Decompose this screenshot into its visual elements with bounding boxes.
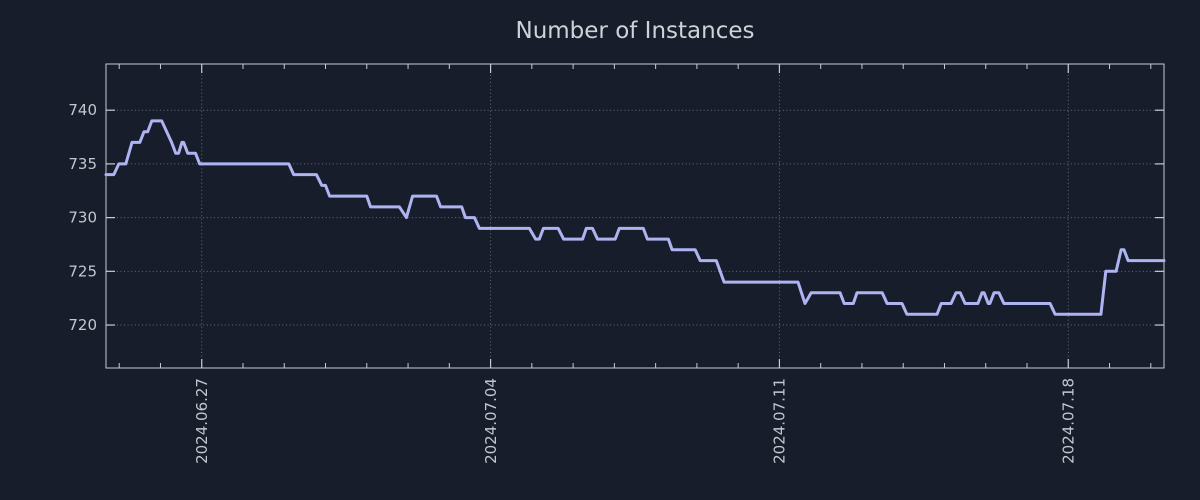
x-tick-label: 2024.07.18 (1060, 378, 1078, 464)
y-tick-label: 735 (68, 155, 97, 173)
y-tick-label: 740 (68, 101, 97, 119)
x-tick-label: 2024.07.11 (771, 378, 789, 464)
y-tick-label: 730 (68, 209, 97, 227)
y-tick-label: 720 (68, 316, 97, 334)
plot-area: 2024.06.27 2024.07.04 2024.07.11 2024.07.18… (68, 63, 1166, 464)
chart-title: Number of Instances (516, 18, 755, 44)
plot-border (105, 63, 1165, 369)
x-tick-label: 2024.07.04 (482, 378, 500, 464)
x-tick-label: 2024.06.27 (193, 378, 211, 464)
y-tick-label: 725 (68, 262, 97, 280)
instances-line (104, 119, 1166, 316)
